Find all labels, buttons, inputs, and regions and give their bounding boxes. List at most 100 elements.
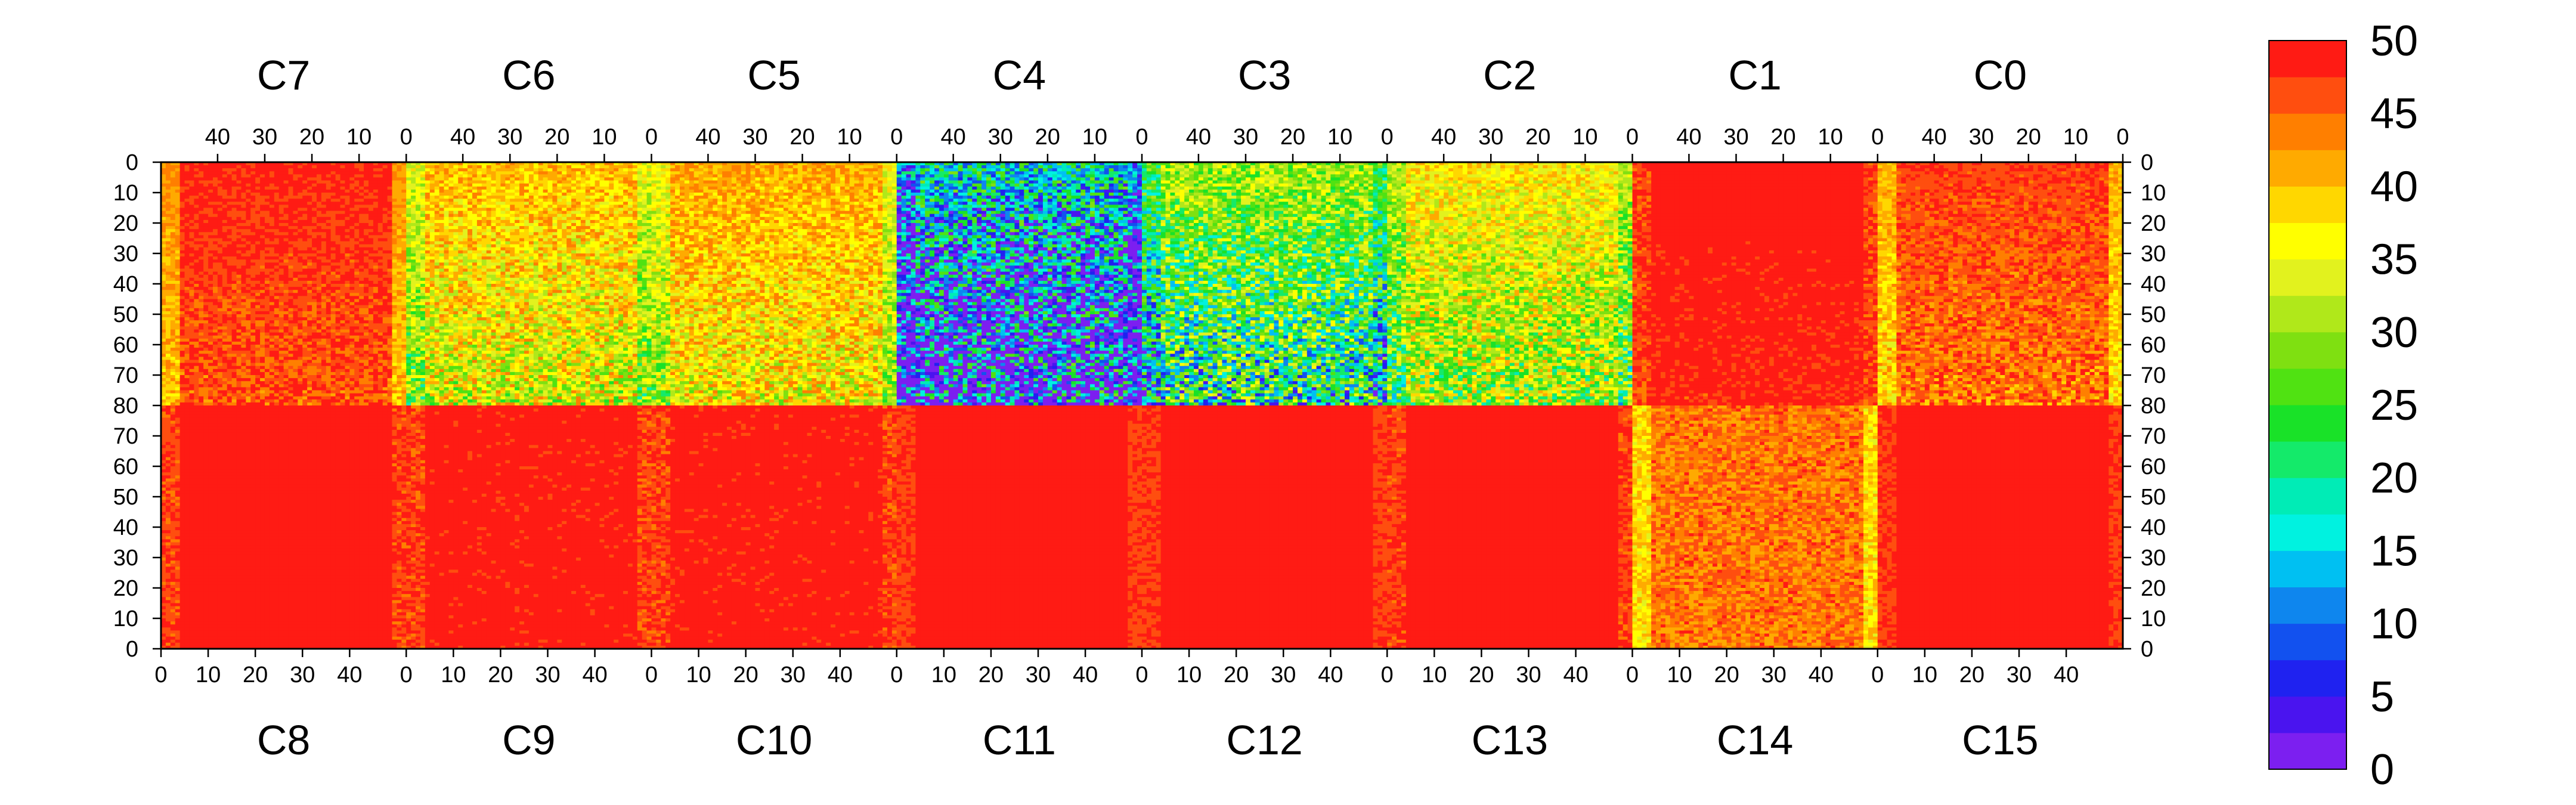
heatmap-cell	[279, 208, 284, 212]
heatmap-cell	[194, 256, 199, 260]
heatmap-cell	[354, 244, 360, 248]
heatmap-cell	[255, 287, 261, 290]
heatmap-cell	[227, 178, 233, 181]
heatmap-cell	[171, 247, 176, 251]
heatmap-cell	[364, 275, 369, 278]
heatmap-cell	[175, 336, 181, 339]
heatmap-cell	[388, 287, 393, 290]
heatmap-cell	[166, 217, 171, 221]
heatmap-cell	[378, 317, 383, 321]
heatmap-cell	[326, 278, 332, 281]
heatmap-cell	[270, 181, 275, 184]
heatmap-cell	[326, 232, 332, 236]
heatmap-cell	[349, 223, 355, 227]
heatmap-cell	[199, 174, 204, 178]
heatmap-cell	[388, 214, 393, 218]
heatmap-cell	[180, 214, 185, 218]
heatmap-cell	[260, 259, 265, 263]
heatmap-cell	[349, 242, 355, 245]
heatmap-cell	[213, 220, 218, 224]
heatmap-cell	[203, 256, 209, 260]
heatmap-cell	[232, 326, 237, 330]
heatmap-cell	[336, 184, 341, 187]
heatmap-cell	[340, 244, 346, 248]
heatmap-cell	[246, 220, 251, 224]
heatmap-cell	[218, 217, 223, 221]
heatmap-cell	[237, 287, 242, 290]
heatmap-cell	[401, 296, 407, 299]
heatmap-cell	[166, 269, 171, 273]
heatmap-cell	[265, 275, 270, 278]
heatmap-cell	[354, 202, 360, 205]
heatmap-cell	[227, 275, 233, 278]
heatmap-cell	[189, 287, 194, 290]
heatmap-cell	[189, 314, 194, 318]
heatmap-cell	[180, 190, 185, 193]
heatmap-cell	[250, 187, 256, 190]
heatmap-cell	[213, 202, 218, 205]
heatmap-cell	[194, 187, 199, 190]
heatmap-cell	[302, 235, 308, 239]
heatmap-cell	[241, 211, 246, 215]
heatmap-cell	[349, 239, 355, 242]
heatmap-cell	[349, 287, 355, 290]
heatmap-cell	[392, 184, 398, 187]
heatmap-cell	[289, 193, 294, 196]
heatmap-cell	[331, 256, 336, 260]
heatmap-cell	[349, 168, 355, 172]
heatmap-cell	[232, 184, 237, 187]
heatmap-cell	[369, 262, 374, 266]
heatmap-cell	[349, 330, 355, 333]
heatmap-cell	[279, 259, 284, 263]
heatmap-cell	[250, 256, 256, 260]
heatmap-cell	[284, 229, 289, 233]
heatmap-cell	[255, 208, 261, 212]
heatmap-cell	[241, 281, 246, 284]
heatmap-cell	[227, 317, 233, 321]
heatmap-cell	[189, 281, 194, 284]
heatmap-cell	[369, 336, 374, 339]
chip-block-C7	[161, 162, 407, 406]
heatmap-cell	[213, 308, 218, 312]
heatmap-cell	[180, 256, 185, 260]
heatmap-cell	[307, 262, 312, 266]
heatmap-cell	[359, 308, 364, 312]
heatmap-cell	[208, 208, 213, 212]
heatmap-cell	[194, 223, 199, 227]
heatmap-cell	[208, 293, 213, 296]
heatmap-cell	[171, 333, 176, 336]
heatmap-cell	[321, 308, 327, 312]
heatmap-cell	[250, 239, 256, 242]
heatmap-cell	[166, 178, 171, 181]
heatmap-cell	[213, 178, 218, 181]
heatmap-cell	[388, 174, 393, 178]
heatmap-cell	[241, 187, 246, 190]
heatmap-cell	[265, 250, 270, 254]
heatmap-cell	[189, 187, 194, 190]
heatmap-cell	[265, 187, 270, 190]
heatmap-cell	[189, 253, 194, 257]
heatmap-cell	[326, 178, 332, 181]
heatmap-cell	[199, 181, 204, 184]
heatmap-cell	[289, 253, 294, 257]
heatmap-cell	[194, 305, 199, 309]
heatmap-cell	[349, 326, 355, 330]
heatmap-cell	[171, 290, 176, 293]
heatmap-cell	[369, 326, 374, 330]
heatmap-cell	[289, 211, 294, 215]
heatmap-cell	[378, 165, 383, 169]
heatmap-cell	[331, 320, 336, 324]
heatmap-cell	[298, 305, 303, 309]
heatmap-cell	[289, 317, 294, 321]
heatmap-cell	[364, 232, 369, 236]
heatmap-cell	[388, 330, 393, 333]
heatmap-cell	[383, 311, 388, 315]
heatmap-cell	[260, 187, 265, 190]
heatmap-cell	[378, 293, 383, 296]
heatmap-cell	[284, 330, 289, 333]
heatmap-cell	[250, 181, 256, 184]
heatmap-cell	[232, 178, 237, 181]
heatmap-cell	[279, 174, 284, 178]
heatmap-cell	[312, 174, 317, 178]
heatmap-cell	[274, 208, 280, 212]
